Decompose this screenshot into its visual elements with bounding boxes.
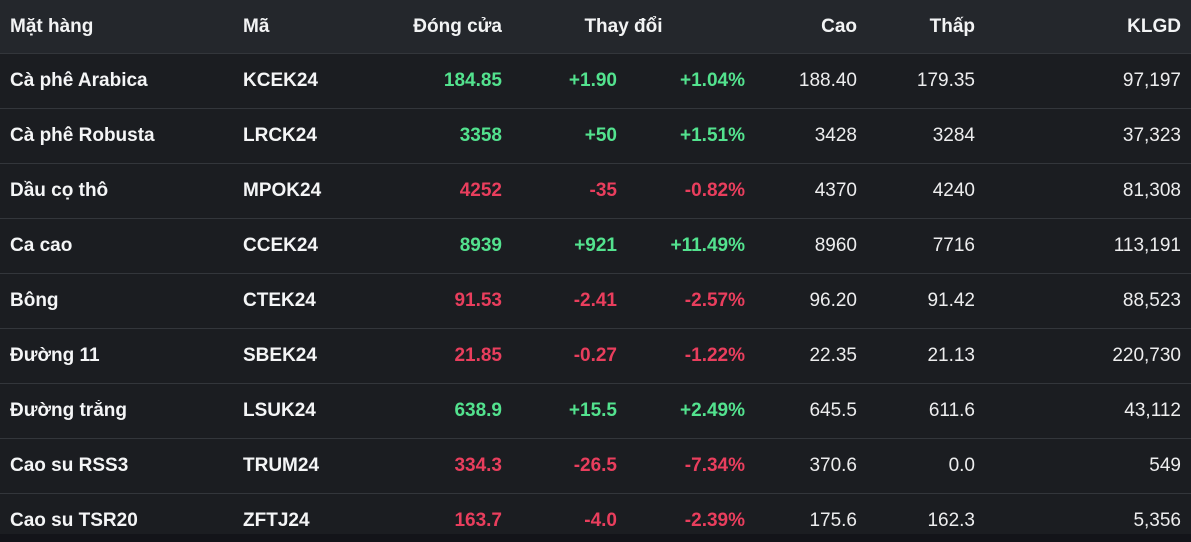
low-value: 611.6 xyxy=(928,400,975,421)
close-price: 3358 xyxy=(459,125,502,146)
header-low: Thấp xyxy=(929,15,975,37)
high-value: 4370 xyxy=(814,180,857,201)
table-row[interactable]: Cao su RSS3 TRUM24 334.3 -26.5 -7.34% 37… xyxy=(0,438,1191,493)
change-value: -26.5 xyxy=(573,455,617,476)
table-body: Cà phê Arabica KCEK24 184.85 +1.90 +1.04… xyxy=(0,53,1191,534)
contract-code: LRCK24 xyxy=(243,125,317,146)
volume-value: 97,197 xyxy=(1122,70,1181,91)
contract-code: SBEK24 xyxy=(243,345,317,366)
low-value: 0.0 xyxy=(948,455,975,476)
header-volume: KLGD xyxy=(1127,15,1181,37)
change-percent: -2.57% xyxy=(684,290,745,311)
change-value: +1.90 xyxy=(568,70,617,91)
commodity-name: Dầu cọ thô xyxy=(10,180,109,201)
volume-value: 37,323 xyxy=(1122,125,1181,146)
commodity-name: Đường trắng xyxy=(10,400,127,421)
change-percent: -7.34% xyxy=(684,455,745,476)
low-value: 162.3 xyxy=(927,510,975,531)
commodity-name: Cà phê Arabica xyxy=(10,70,148,91)
high-value: 22.35 xyxy=(809,345,857,366)
table-row[interactable]: Bông CTEK24 91.53 -2.41 -2.57% 96.20 91.… xyxy=(0,273,1191,328)
close-price: 91.53 xyxy=(454,290,502,311)
close-price: 21.85 xyxy=(454,345,502,366)
high-value: 8960 xyxy=(814,235,857,256)
volume-value: 88,523 xyxy=(1122,290,1181,311)
low-value: 179.35 xyxy=(916,70,975,91)
change-value: -35 xyxy=(589,180,617,201)
commodity-name: Cao su TSR20 xyxy=(10,510,138,531)
change-value: +50 xyxy=(584,125,617,146)
table-header-row: Mặt hàng Mã Đóng cửa Thay đổi Cao Thấp K… xyxy=(0,0,1191,53)
commodity-name: Đường 11 xyxy=(10,345,100,366)
change-value: -2.41 xyxy=(573,290,617,311)
commodity-name: Cà phê Robusta xyxy=(10,125,155,146)
change-percent: -0.82% xyxy=(684,180,745,201)
close-price: 184.85 xyxy=(443,70,502,91)
change-percent: +2.49% xyxy=(680,400,745,421)
table-row[interactable]: Cao su TSR20 ZFTJ24 163.7 -4.0 -2.39% 17… xyxy=(0,493,1191,534)
volume-value: 43,112 xyxy=(1124,400,1181,421)
volume-value: 81,308 xyxy=(1122,180,1181,201)
close-price: 334.3 xyxy=(454,455,502,476)
high-value: 3428 xyxy=(814,125,857,146)
table-row[interactable]: Dầu cọ thô MPOK24 4252 -35 -0.82% 4370 4… xyxy=(0,163,1191,218)
contract-code: CCEK24 xyxy=(243,235,318,256)
table-row[interactable]: Cà phê Robusta LRCK24 3358 +50 +1.51% 34… xyxy=(0,108,1191,163)
close-price: 4252 xyxy=(459,180,502,201)
header-close: Đóng cửa xyxy=(413,15,502,37)
header-commodity: Mặt hàng xyxy=(10,15,94,37)
change-value: +15.5 xyxy=(568,400,617,421)
low-value: 7716 xyxy=(932,235,975,256)
change-value: -0.27 xyxy=(573,345,617,366)
table-row[interactable]: Đường trắng LSUK24 638.9 +15.5 +2.49% 64… xyxy=(0,383,1191,438)
change-percent: +1.04% xyxy=(680,70,745,91)
low-value: 21.13 xyxy=(927,345,975,366)
header-code: Mã xyxy=(243,15,270,37)
contract-code: MPOK24 xyxy=(243,180,322,201)
header-high: Cao xyxy=(821,15,857,37)
table-row[interactable]: Cà phê Arabica KCEK24 184.85 +1.90 +1.04… xyxy=(0,53,1191,108)
header-change: Thay đổi xyxy=(584,15,663,37)
close-price: 638.9 xyxy=(454,400,502,421)
volume-value: 5,356 xyxy=(1133,510,1181,531)
high-value: 175.6 xyxy=(809,510,857,531)
high-value: 96.20 xyxy=(809,290,857,311)
low-value: 4240 xyxy=(932,180,975,201)
contract-code: KCEK24 xyxy=(243,70,318,91)
low-value: 91.42 xyxy=(927,290,975,311)
volume-value: 549 xyxy=(1149,455,1181,476)
high-value: 645.5 xyxy=(809,400,857,421)
high-value: 188.40 xyxy=(798,70,857,91)
change-percent: -1.22% xyxy=(684,345,745,366)
close-price: 8939 xyxy=(459,235,502,256)
commodity-name: Ca cao xyxy=(10,235,73,256)
close-price: 163.7 xyxy=(454,510,502,531)
contract-code: LSUK24 xyxy=(243,400,316,421)
contract-code: TRUM24 xyxy=(243,455,320,476)
table-row[interactable]: Ca cao CCEK24 8939 +921 +11.49% 8960 771… xyxy=(0,218,1191,273)
change-percent: +1.51% xyxy=(680,125,745,146)
contract-code: ZFTJ24 xyxy=(243,510,310,531)
volume-value: 220,730 xyxy=(1112,345,1181,366)
change-value: +921 xyxy=(574,235,617,256)
high-value: 370.6 xyxy=(809,455,857,476)
commodity-name: Cao su RSS3 xyxy=(10,455,129,476)
table-row[interactable]: Đường 11 SBEK24 21.85 -0.27 -1.22% 22.35… xyxy=(0,328,1191,383)
change-value: -4.0 xyxy=(584,510,617,531)
change-percent: -2.39% xyxy=(684,510,745,531)
change-percent: +11.49% xyxy=(670,235,746,256)
low-value: 3284 xyxy=(932,125,975,146)
volume-value: 113,191 xyxy=(1113,235,1181,256)
contract-code: CTEK24 xyxy=(243,290,316,311)
commodity-name: Bông xyxy=(10,290,59,311)
